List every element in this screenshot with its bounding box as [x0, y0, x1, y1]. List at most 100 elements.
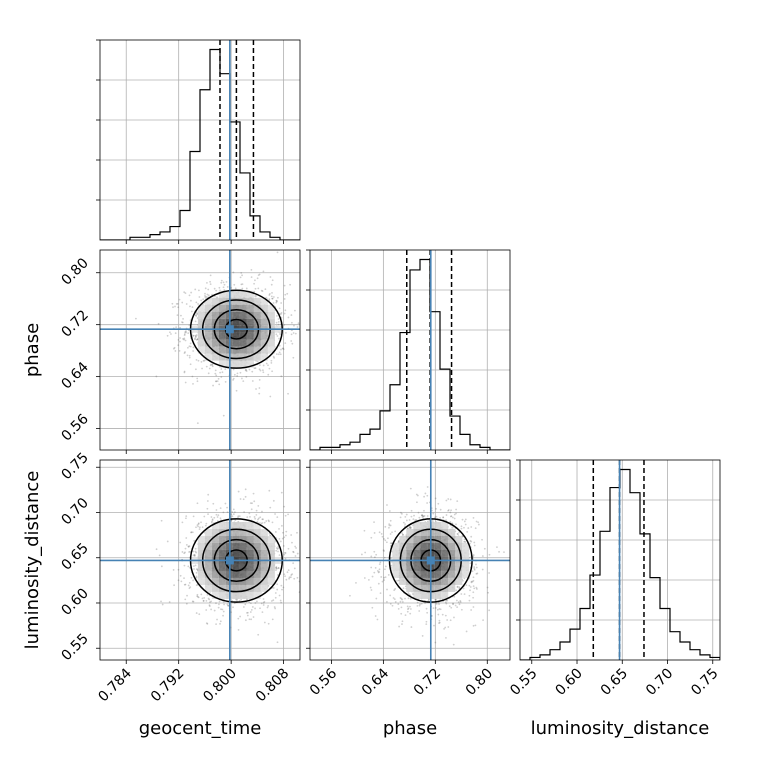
scatter-point: [376, 570, 379, 572]
panel-content: [520, 460, 720, 660]
density-cell: [246, 542, 254, 550]
scatter-point: [216, 618, 218, 621]
density-cell: [253, 339, 261, 347]
scatter-point: [213, 609, 216, 612]
scatter-point: [389, 542, 392, 545]
scatter-point: [242, 380, 245, 383]
scatter-point: [400, 511, 402, 514]
scatter-point: [179, 574, 182, 577]
scatter-point: [204, 294, 206, 297]
scatter-point: [408, 527, 411, 529]
scatter-point: [438, 603, 440, 606]
scatter-point: [223, 283, 226, 286]
scatter-point: [401, 623, 403, 625]
scatter-point: [201, 367, 203, 370]
scatter-point: [195, 335, 197, 338]
scatter-point: [184, 292, 187, 295]
scatter-point: [483, 547, 486, 550]
scatter-point: [425, 623, 428, 626]
scatter-point: [222, 614, 224, 617]
scatter-point: [188, 551, 190, 553]
y-tick-label: 0.56: [58, 411, 91, 444]
scatter-point: [374, 615, 377, 617]
density-cell: [413, 535, 421, 543]
panel-phase-vs-luminosity_distance: 0.56 0.64 0.72 0.80: [306, 459, 511, 699]
scatter-point: [267, 519, 270, 522]
scatter-point: [367, 578, 370, 581]
density-cell: [246, 297, 254, 305]
scatter-point: [296, 552, 299, 555]
density-cell: [253, 353, 261, 361]
scatter-point: [280, 524, 283, 527]
scatter-point: [454, 604, 457, 607]
scatter-point: [481, 568, 484, 571]
scatter-point: [415, 493, 418, 496]
scatter-point: [275, 567, 277, 569]
scatter-point: [443, 627, 445, 630]
scatter-point: [172, 347, 175, 350]
scatter-point: [246, 611, 249, 614]
scatter-point: [475, 572, 478, 575]
scatter-point: [196, 593, 199, 596]
density-cell: [197, 535, 205, 543]
scatter-point: [262, 369, 264, 372]
scatter-point: [469, 589, 471, 592]
scatter-point: [263, 621, 266, 624]
density-cell: [239, 542, 247, 550]
density-cell: [197, 339, 205, 347]
scatter-point: [202, 359, 205, 362]
scatter-point: [445, 602, 448, 605]
scatter-point: [206, 281, 208, 284]
density-cell: [260, 353, 268, 361]
density-cell: [253, 584, 261, 592]
scatter-point: [396, 579, 398, 582]
density-cell: [246, 311, 254, 319]
scatter-point: [401, 601, 404, 603]
scatter-point: [274, 531, 277, 533]
scatter-point: [197, 359, 200, 362]
scatter-point: [278, 554, 281, 557]
scatter-point: [177, 338, 180, 341]
scatter-point: [270, 362, 273, 364]
scatter-point: [408, 593, 411, 596]
scatter-point: [413, 514, 415, 517]
density-cell: [246, 549, 254, 557]
density-cell: [392, 542, 400, 550]
scatter-point: [287, 316, 290, 319]
density-cell: [260, 542, 268, 550]
scatter-point: [282, 586, 285, 589]
scatter-point: [384, 576, 387, 579]
scatter-point: [187, 332, 190, 335]
scatter-point: [237, 515, 240, 518]
scatter-point: [175, 302, 178, 305]
scatter-point: [206, 593, 209, 596]
density-cell: [253, 297, 261, 305]
scatter-point: [290, 314, 293, 316]
scatter-point: [386, 600, 388, 603]
scatter-point: [287, 547, 290, 550]
density-cell: [434, 535, 442, 543]
scatter-point: [470, 580, 473, 583]
scatter-point: [369, 586, 372, 589]
scatter-point: [208, 604, 211, 607]
scatter-point: [296, 576, 299, 579]
scatter-point: [290, 534, 293, 536]
scatter-point: [254, 279, 256, 282]
scatter-point: [202, 599, 205, 602]
scatter-point: [241, 274, 243, 277]
scatter-point: [177, 344, 180, 347]
density-cell: [197, 346, 205, 354]
scatter-point: [188, 587, 191, 590]
scatter-point: [222, 281, 225, 284]
scatter-point: [254, 607, 256, 610]
scatter-point: [275, 566, 278, 568]
scatter-point: [265, 520, 268, 522]
density-cell: [239, 290, 247, 298]
scatter-point: [262, 598, 265, 600]
scatter-point: [278, 344, 281, 347]
density-cell: [204, 311, 212, 319]
scatter-point: [410, 626, 413, 628]
density-cell: [211, 311, 219, 319]
scatter-point: [290, 574, 293, 576]
scatter-point: [234, 519, 237, 522]
